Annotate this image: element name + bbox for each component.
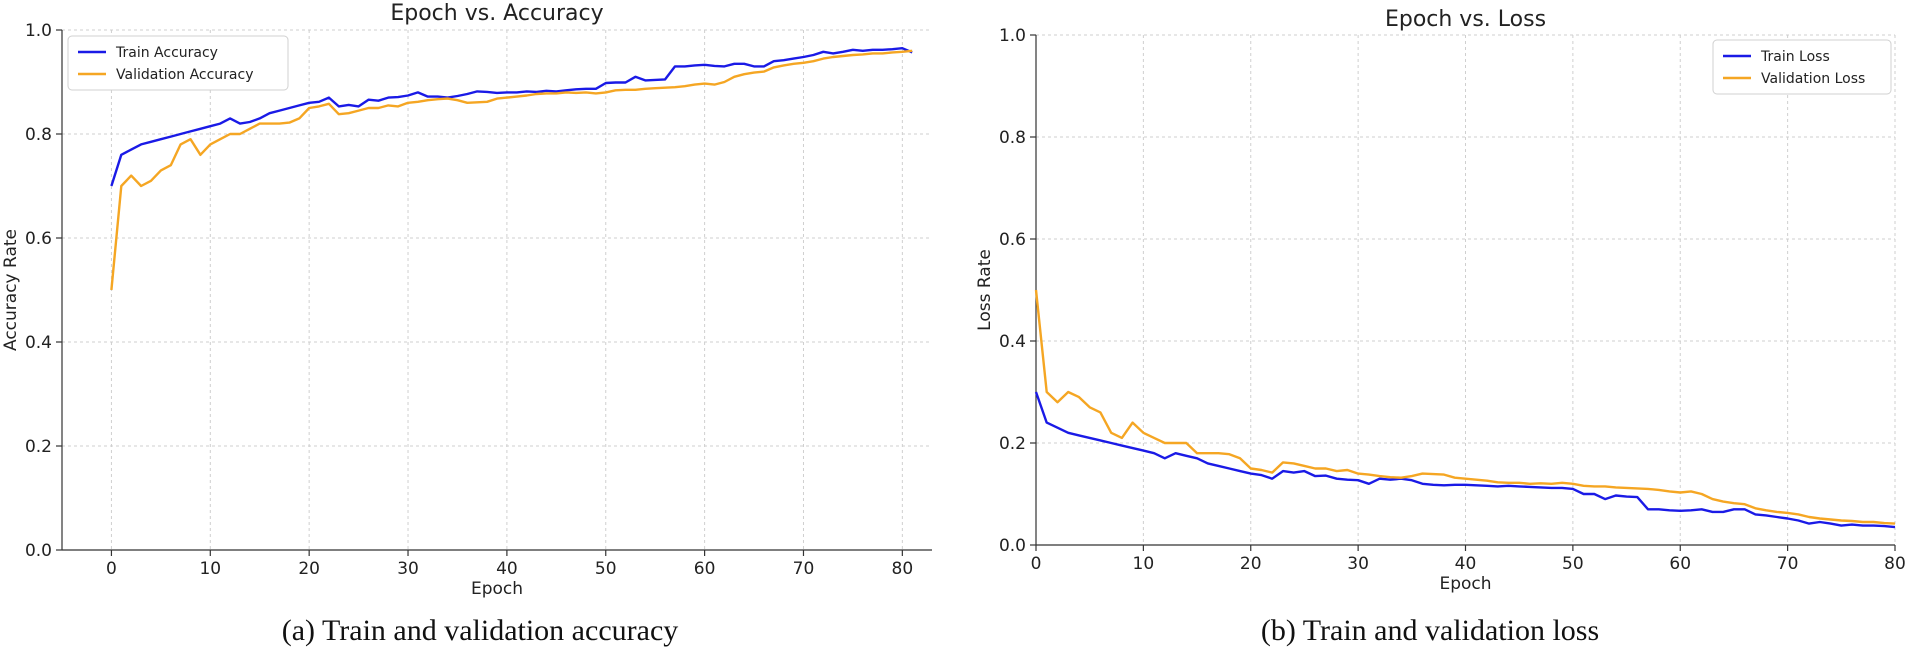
chart-title: Epoch vs. Loss [1385,7,1546,32]
x-tick-label: 10 [1133,554,1155,574]
x-axis-label: Epoch [1439,574,1491,594]
series-line-train-loss [1034,391,1896,529]
x-tick-label: 20 [1240,554,1262,574]
series-line-validation-loss [1034,289,1896,525]
y-tick-label: 0.6 [999,230,1026,250]
x-tick-label: 10 [199,559,221,579]
x-tick-label: 80 [892,559,914,579]
y-tick-label: 0.2 [25,437,52,457]
figure-caption: (a) Train and validation accuracy [282,614,679,647]
chart-title: Epoch vs. Accuracy [390,1,603,26]
legend-box [67,35,289,91]
x-axis-label: Epoch [471,579,523,599]
legend: Train Loss Validation Loss [1712,39,1892,95]
y-tick-label: 0.4 [25,333,52,353]
x-tick-label: 70 [793,559,815,579]
legend-label: Train Loss [1760,49,1830,65]
series-line-validation-accuracy [110,49,913,291]
y-tick-label: 0.8 [999,128,1026,148]
x-tick-label: 0 [106,559,117,579]
x-tick-label: 30 [1347,554,1369,574]
x-tick-label: 60 [694,559,716,579]
x-tick-label: 40 [1455,554,1477,574]
legend: Train Accuracy Validation Accuracy [67,35,289,91]
x-tick-label: 80 [1884,554,1905,574]
x-tick-label: 30 [397,559,419,579]
x-tick-label: 70 [1777,554,1799,574]
y-axis-label: Accuracy Rate [1,229,21,351]
x-tick-label: 0 [1031,554,1042,574]
legend-label: Validation Loss [1761,71,1865,87]
y-tick-label: 0.0 [25,541,52,561]
legend-box [1712,39,1892,95]
legend-label: Validation Accuracy [116,67,254,83]
y-tick-label: 0.8 [25,125,52,145]
chart-accuracy: 0 10 20 30 40 50 60 70 80 0.0 0.2 0.4 0.6 0.8 1.0 Epoch… [1,1,932,647]
series-line-train-accuracy [110,47,913,187]
chart-loss: 0 10 20 30 40 50 60 70 80 0.0 0.2 0.4 0.6 0.8 1.0 Epoch… [975,7,1905,647]
x-tick-label: 60 [1669,554,1691,574]
y-tick-label: 0.0 [999,536,1026,556]
x-tick-label: 40 [496,559,518,579]
x-tick-label: 50 [1562,554,1584,574]
y-tick-label: 0.2 [999,434,1026,454]
y-tick-label: 0.4 [999,332,1026,352]
y-tick-label: 0.6 [25,229,52,249]
legend-label: Train Accuracy [115,45,218,61]
y-tick-label: 1.0 [25,21,52,41]
x-tick-label: 50 [595,559,617,579]
y-axis-label: Loss Rate [975,249,995,331]
x-tick-label: 20 [298,559,320,579]
figure-caption: (b) Train and validation loss [1261,614,1599,647]
y-tick-label: 1.0 [999,26,1026,46]
